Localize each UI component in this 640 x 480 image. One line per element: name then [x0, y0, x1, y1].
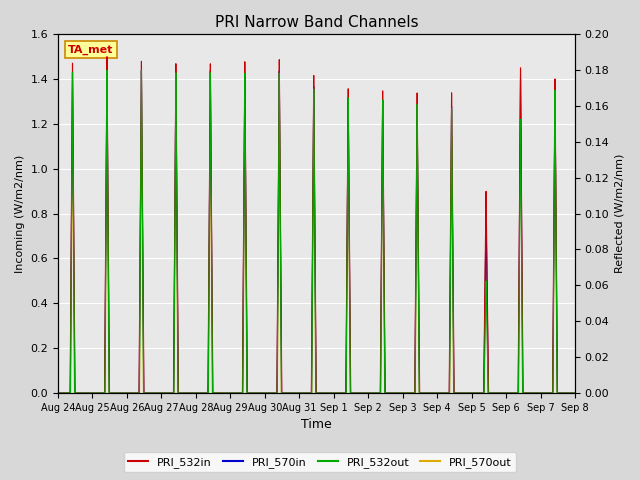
Y-axis label: Incoming (W/m2/nm): Incoming (W/m2/nm)	[15, 155, 25, 273]
Title: PRI Narrow Band Channels: PRI Narrow Band Channels	[214, 15, 419, 30]
X-axis label: Time: Time	[301, 419, 332, 432]
Text: TA_met: TA_met	[68, 45, 114, 55]
Legend: PRI_532in, PRI_570in, PRI_532out, PRI_570out: PRI_532in, PRI_570in, PRI_532out, PRI_57…	[124, 452, 516, 472]
Y-axis label: Reflected (W/m2/nm): Reflected (W/m2/nm)	[615, 154, 625, 273]
